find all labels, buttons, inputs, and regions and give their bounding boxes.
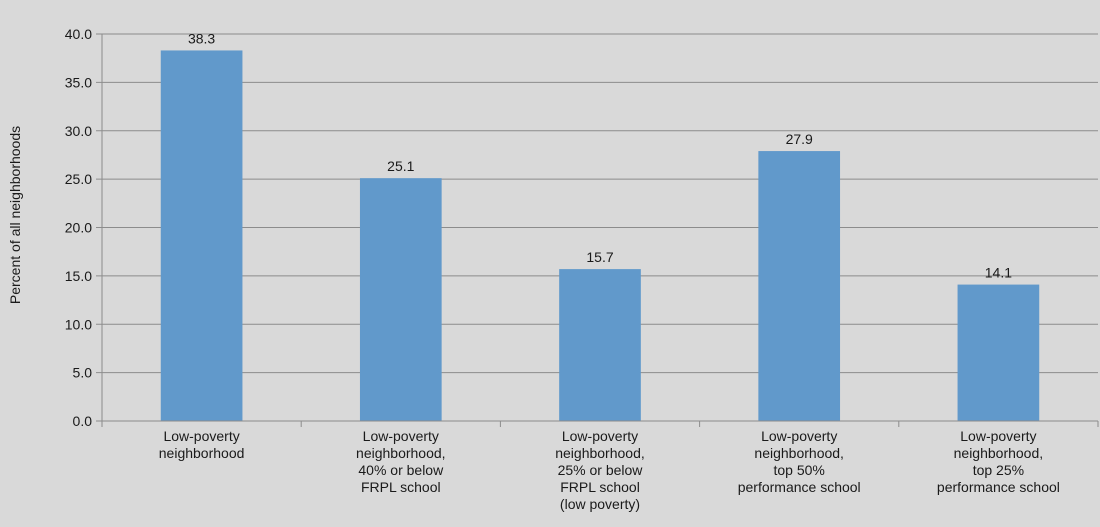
bar-value-label: 25.1 <box>387 158 414 174</box>
x-category-label-line: Low-poverty <box>761 428 837 444</box>
y-tick-label: 15.0 <box>65 268 92 284</box>
bar-value-label: 14.1 <box>985 265 1012 281</box>
y-tick-label: 25.0 <box>65 171 92 187</box>
bar-value-label: 27.9 <box>786 131 813 147</box>
x-category-label: Low-poverty neighborhood <box>159 428 245 461</box>
x-category-label: Low-poverty neighborhood, top 50% performan… <box>738 428 861 495</box>
y-tick-label: 35.0 <box>65 74 92 90</box>
y-tick-label: 30.0 <box>65 123 92 139</box>
bar <box>160 50 243 421</box>
y-tick-label: 20.0 <box>65 220 92 236</box>
x-category-label-line: Low-poverty <box>363 428 439 444</box>
y-tick-label: 40.0 <box>65 26 92 42</box>
x-category-label: Low-poverty neighborhood, top 25% performan… <box>937 428 1060 495</box>
x-category-label-line: neighborhood, <box>954 445 1044 461</box>
x-category-label-line: Low-poverty <box>163 428 239 444</box>
bar <box>957 284 1040 421</box>
bar <box>758 151 841 421</box>
x-category-label: Low-poverty neighborhood, 40% or below FRPL… <box>356 428 446 495</box>
x-category-label-line: top 50% <box>774 462 825 478</box>
bar <box>559 269 641 421</box>
bar <box>359 178 442 421</box>
axes <box>96 33 1099 427</box>
x-category-label-line: 40% or below <box>358 462 444 478</box>
labels: 0.0 5.0 10.0 15.0 20.0 25.0 30.0 35.0 40.0 38.3 Lo… <box>65 26 1060 512</box>
x-category-label-line: (low poverty) <box>560 496 640 512</box>
y-tick-label: 10.0 <box>65 316 92 332</box>
x-category-label-line: neighborhood, <box>555 445 645 461</box>
bars <box>160 50 1040 421</box>
y-axis-title: Percent of all neighborhoods <box>7 126 23 304</box>
y-tick-label: 5.0 <box>73 365 93 381</box>
y-tick-label: 0.0 <box>73 413 93 429</box>
x-category-label-line: Low-poverty <box>562 428 638 444</box>
x-category-label-line: FRPL school <box>361 479 441 495</box>
x-category-label-line: Low-poverty <box>960 428 1036 444</box>
x-category-label: Low-poverty neighborhood, 25% or below FRPL… <box>555 428 645 512</box>
x-category-label-line: FRPL school <box>560 479 640 495</box>
x-category-label-line: neighborhood, <box>754 445 844 461</box>
bar-value-label: 38.3 <box>188 30 215 46</box>
x-category-label-line: top 25% <box>973 462 1024 478</box>
x-category-label-line: 25% or below <box>558 462 644 478</box>
bar-value-label: 15.7 <box>586 249 613 265</box>
x-category-label-line: neighborhood <box>159 445 245 461</box>
x-category-label-line: neighborhood, <box>356 445 446 461</box>
x-category-label-line: performance school <box>738 479 861 495</box>
x-category-label-line: performance school <box>937 479 1060 495</box>
